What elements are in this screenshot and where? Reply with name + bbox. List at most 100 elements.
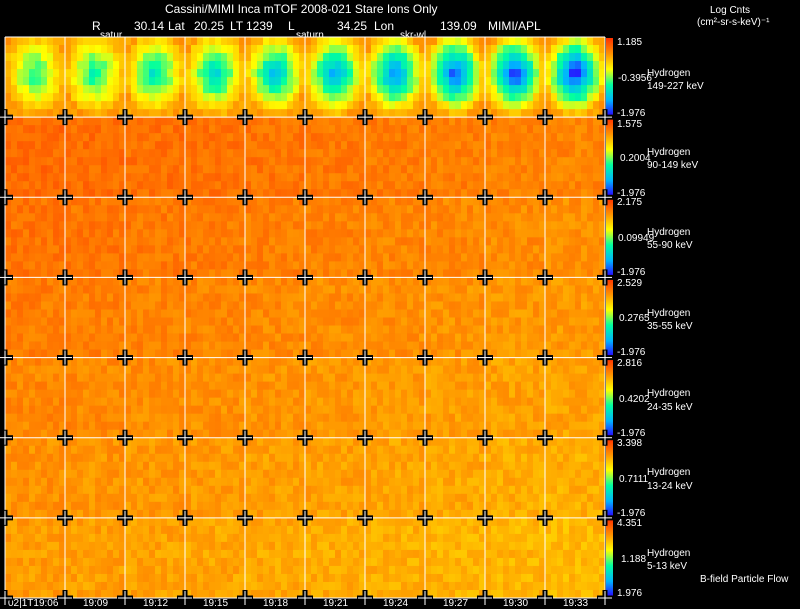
heatmap-cell bbox=[329, 149, 336, 158]
heatmap-cell bbox=[155, 429, 162, 439]
heatmap-cell bbox=[143, 69, 150, 78]
heatmap-cell bbox=[305, 413, 312, 423]
heatmap-cell bbox=[575, 293, 582, 302]
heatmap-cell bbox=[137, 317, 144, 326]
heatmap-cell bbox=[557, 309, 564, 318]
heatmap-cell bbox=[263, 381, 270, 391]
heatmap-cell bbox=[359, 365, 366, 374]
heatmap-cell bbox=[221, 101, 228, 110]
heatmap-cell bbox=[35, 309, 42, 318]
heatmap-tile bbox=[245, 197, 306, 278]
heatmap-cell bbox=[95, 213, 102, 222]
heatmap-cell bbox=[83, 189, 90, 198]
heatmap-cell bbox=[485, 253, 492, 262]
heatmap-cell bbox=[389, 357, 396, 366]
heatmap-cell bbox=[485, 69, 492, 78]
heatmap-cell bbox=[389, 117, 396, 126]
heatmap-cell bbox=[113, 389, 120, 399]
heatmap-cell bbox=[155, 45, 162, 54]
heatmap-cell bbox=[155, 173, 162, 182]
heatmap-cell bbox=[431, 53, 438, 62]
heatmap-cell bbox=[347, 141, 354, 150]
heatmap-cell bbox=[425, 285, 432, 294]
heatmap-cell bbox=[35, 285, 42, 294]
heatmap-cell bbox=[527, 181, 534, 190]
heatmap-cell bbox=[5, 261, 12, 270]
heatmap-cell bbox=[563, 93, 570, 102]
heatmap-cell bbox=[119, 213, 126, 222]
heatmap-cell bbox=[545, 37, 552, 46]
heatmap-cell bbox=[149, 325, 156, 334]
lt-value: 1239 bbox=[246, 19, 273, 33]
heatmap-cell bbox=[539, 117, 546, 126]
heatmap-cell bbox=[311, 77, 318, 86]
heatmap-cell bbox=[395, 405, 402, 415]
heatmap-cell bbox=[431, 413, 438, 423]
heatmap-cell bbox=[239, 77, 246, 86]
heatmap-cell bbox=[491, 125, 498, 134]
heatmap-cell bbox=[155, 109, 162, 118]
heatmap-cell bbox=[407, 253, 414, 262]
heatmap-cell bbox=[467, 421, 474, 431]
heatmap-cell bbox=[11, 101, 18, 110]
heatmap-cell bbox=[257, 277, 264, 286]
heatmap-cell bbox=[509, 253, 516, 262]
heatmap-cell bbox=[23, 245, 30, 254]
heatmap-cell bbox=[173, 189, 180, 198]
heatmap-cell bbox=[5, 293, 12, 302]
heatmap-cell bbox=[359, 69, 366, 78]
heatmap-cell bbox=[473, 349, 480, 358]
heatmap-cell bbox=[125, 317, 132, 326]
heatmap-cell bbox=[107, 429, 114, 439]
heatmap-cell bbox=[275, 53, 282, 62]
heatmap-cell bbox=[107, 253, 114, 262]
r-value: 30.14 bbox=[134, 19, 165, 33]
heatmap-cell bbox=[431, 133, 438, 142]
heatmap-cell bbox=[47, 341, 54, 350]
heatmap-cell bbox=[431, 37, 438, 46]
heatmap-cell bbox=[23, 333, 30, 342]
heatmap-cell bbox=[473, 413, 480, 423]
heatmap-tile bbox=[305, 357, 366, 439]
heatmap-cell bbox=[341, 237, 348, 246]
heatmap-cell bbox=[215, 181, 222, 190]
heatmap-cell bbox=[197, 341, 204, 350]
heatmap-cell bbox=[563, 133, 570, 142]
heatmap-cell bbox=[533, 93, 540, 102]
heatmap-cell bbox=[5, 213, 12, 222]
heatmap-cell bbox=[125, 261, 132, 270]
heatmap-cell bbox=[503, 397, 510, 407]
heatmap-cell bbox=[497, 309, 504, 318]
heatmap-cell bbox=[473, 397, 480, 407]
heatmap-cell bbox=[179, 205, 186, 214]
heatmap-cell bbox=[11, 213, 18, 222]
heatmap-cell bbox=[425, 245, 432, 254]
heatmap-cell bbox=[359, 301, 366, 310]
heatmap-cell bbox=[77, 317, 84, 326]
heatmap-cell bbox=[83, 45, 90, 54]
heatmap-cell bbox=[191, 277, 198, 286]
heatmap-cell bbox=[401, 173, 408, 182]
heatmap-cell bbox=[599, 197, 606, 206]
heatmap-cell bbox=[299, 325, 306, 334]
heatmap-cell bbox=[269, 197, 276, 206]
heatmap-cell bbox=[401, 93, 408, 102]
heatmap-cell bbox=[545, 77, 552, 86]
heatmap-cell bbox=[161, 397, 168, 407]
heatmap-cell bbox=[185, 373, 192, 383]
heatmap-cell bbox=[491, 245, 498, 254]
heatmap-cell bbox=[173, 413, 180, 423]
heatmap-cell bbox=[83, 293, 90, 302]
heatmap-cell bbox=[473, 325, 480, 334]
heatmap-cell bbox=[407, 101, 414, 110]
heatmap-cell bbox=[353, 373, 360, 383]
heatmap-cell bbox=[161, 269, 168, 278]
heatmap-cell bbox=[437, 37, 444, 46]
heatmap-cell bbox=[89, 269, 96, 278]
heatmap-cell bbox=[77, 245, 84, 254]
heatmap-cell bbox=[563, 277, 570, 286]
heatmap-cell bbox=[299, 389, 306, 399]
heatmap-cell bbox=[71, 77, 78, 86]
heatmap-cell bbox=[29, 413, 36, 423]
heatmap-cell bbox=[257, 397, 264, 407]
